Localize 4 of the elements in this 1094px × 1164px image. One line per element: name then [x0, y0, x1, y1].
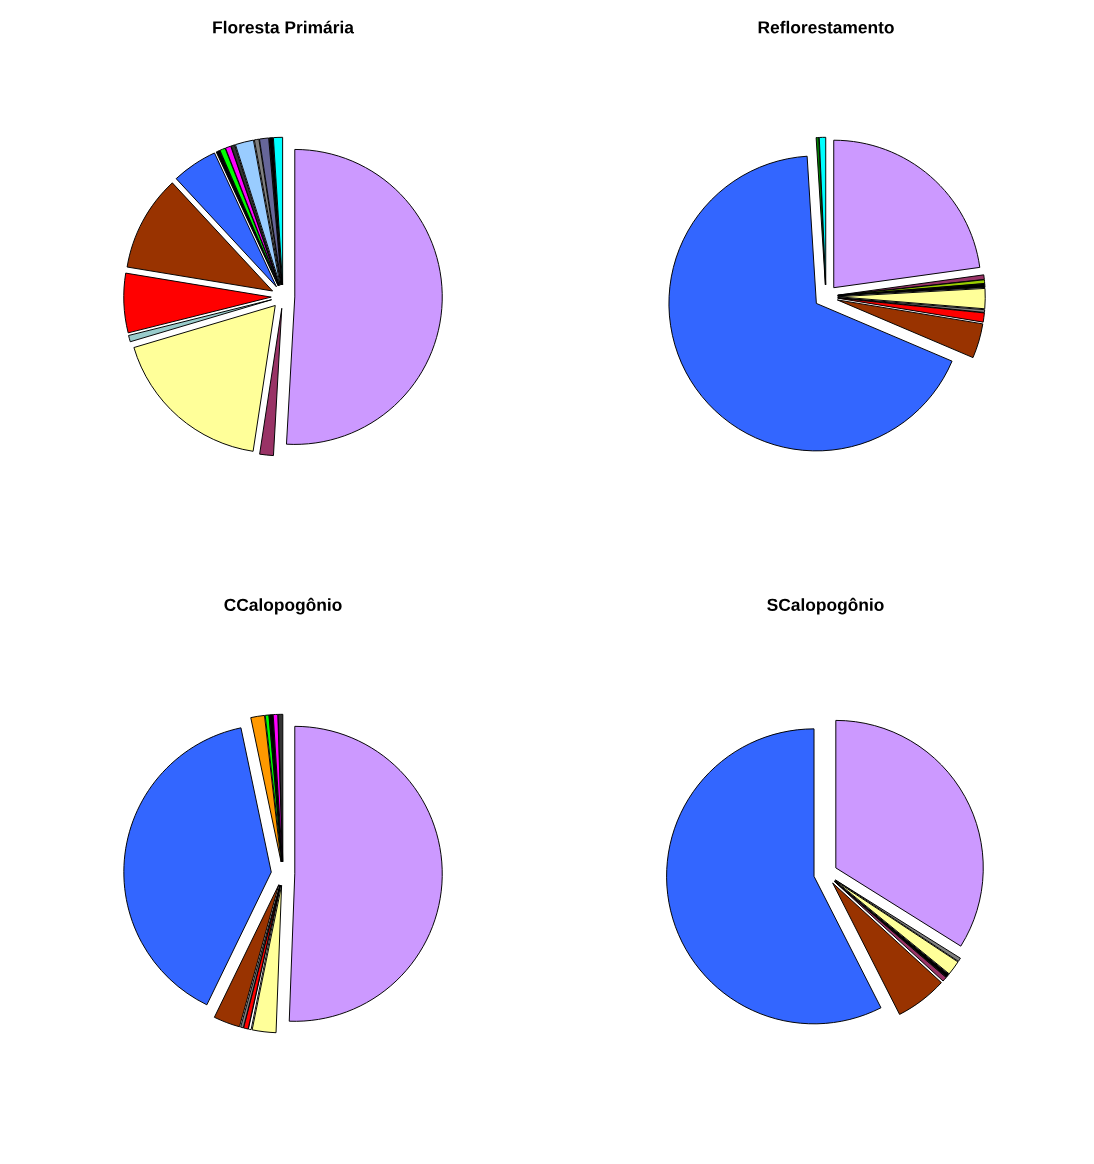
chart-title: CCalopogônio — [224, 597, 342, 615]
chart-title: Reflorestamento — [758, 20, 894, 34]
chart-title: SCalopogônio — [767, 597, 884, 615]
chart-title: Floresta Primária — [213, 20, 355, 34]
